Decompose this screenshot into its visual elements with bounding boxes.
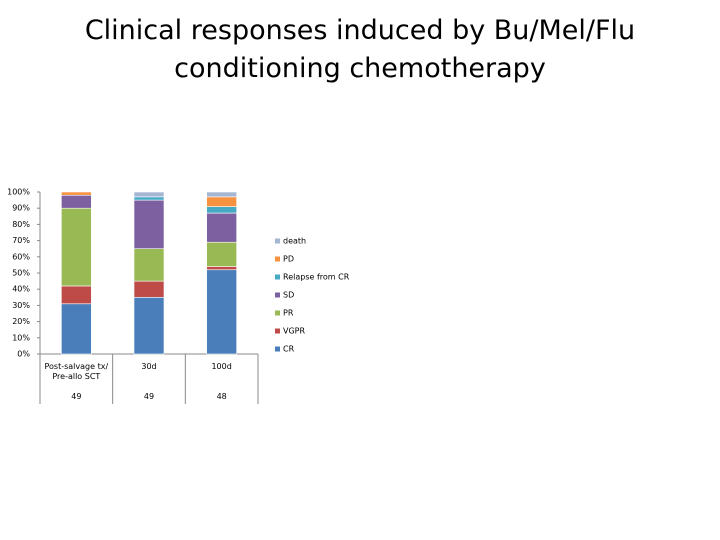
y-tick-label: 10% [12, 333, 30, 342]
bar-segment [133, 248, 165, 282]
bar-segment [133, 196, 165, 201]
bar-segment [206, 196, 237, 207]
legend-label: PD [283, 255, 294, 264]
legend-marker [275, 256, 280, 262]
bar-segment [61, 191, 92, 196]
legend-marker [275, 328, 280, 334]
bar-segment [61, 194, 92, 209]
x-tick-label: 30d [141, 362, 157, 371]
legend-label: Relapse from CR [283, 273, 350, 282]
y-tick-label: 100% [7, 188, 30, 197]
y-tick-label: 40% [12, 285, 30, 294]
legend-label: SD [283, 291, 294, 300]
legend-marker [275, 292, 280, 298]
y-tick-label: 90% [12, 204, 30, 213]
bar-segment [133, 199, 165, 250]
y-tick-label: 60% [12, 252, 30, 261]
y-tick-label: 70% [12, 236, 30, 245]
bar-segment [206, 206, 237, 214]
bar-segment [133, 296, 165, 355]
n-label: 48 [216, 392, 227, 401]
legend-label: VGPR [283, 327, 305, 336]
chart-title: Clinical responses induced by Bu/Mel/Flu… [84, 15, 636, 84]
bar-segment [61, 303, 92, 355]
x-tick-label: 100d [211, 362, 232, 371]
y-tick-label: 0% [17, 350, 30, 359]
legend-marker [275, 310, 280, 316]
y-tick-label: 30% [12, 301, 30, 310]
y-tick-label: 50% [12, 269, 30, 278]
legend-marker [275, 238, 280, 244]
bar-segment [206, 241, 237, 267]
bar-segment [206, 212, 237, 243]
legend-label: PR [283, 309, 294, 318]
bar-segment [206, 266, 237, 271]
x-tick-label: Post-salvage tx/ Pre-allo SCT [44, 362, 109, 381]
bar-segment [61, 207, 92, 287]
legend-label: death [283, 237, 306, 246]
bar-segment [206, 191, 237, 198]
bar-segment [61, 285, 92, 305]
y-tick-label: 20% [12, 317, 30, 326]
n-label: 49 [143, 392, 155, 401]
legend-label: CR [283, 345, 295, 354]
bar-segment [133, 280, 165, 298]
y-tick-label: 80% [12, 220, 30, 229]
bar-segment [133, 191, 165, 198]
legend-marker [275, 346, 280, 352]
legend-marker [275, 274, 280, 280]
bar-segment [206, 269, 237, 355]
n-label: 49 [71, 392, 82, 401]
